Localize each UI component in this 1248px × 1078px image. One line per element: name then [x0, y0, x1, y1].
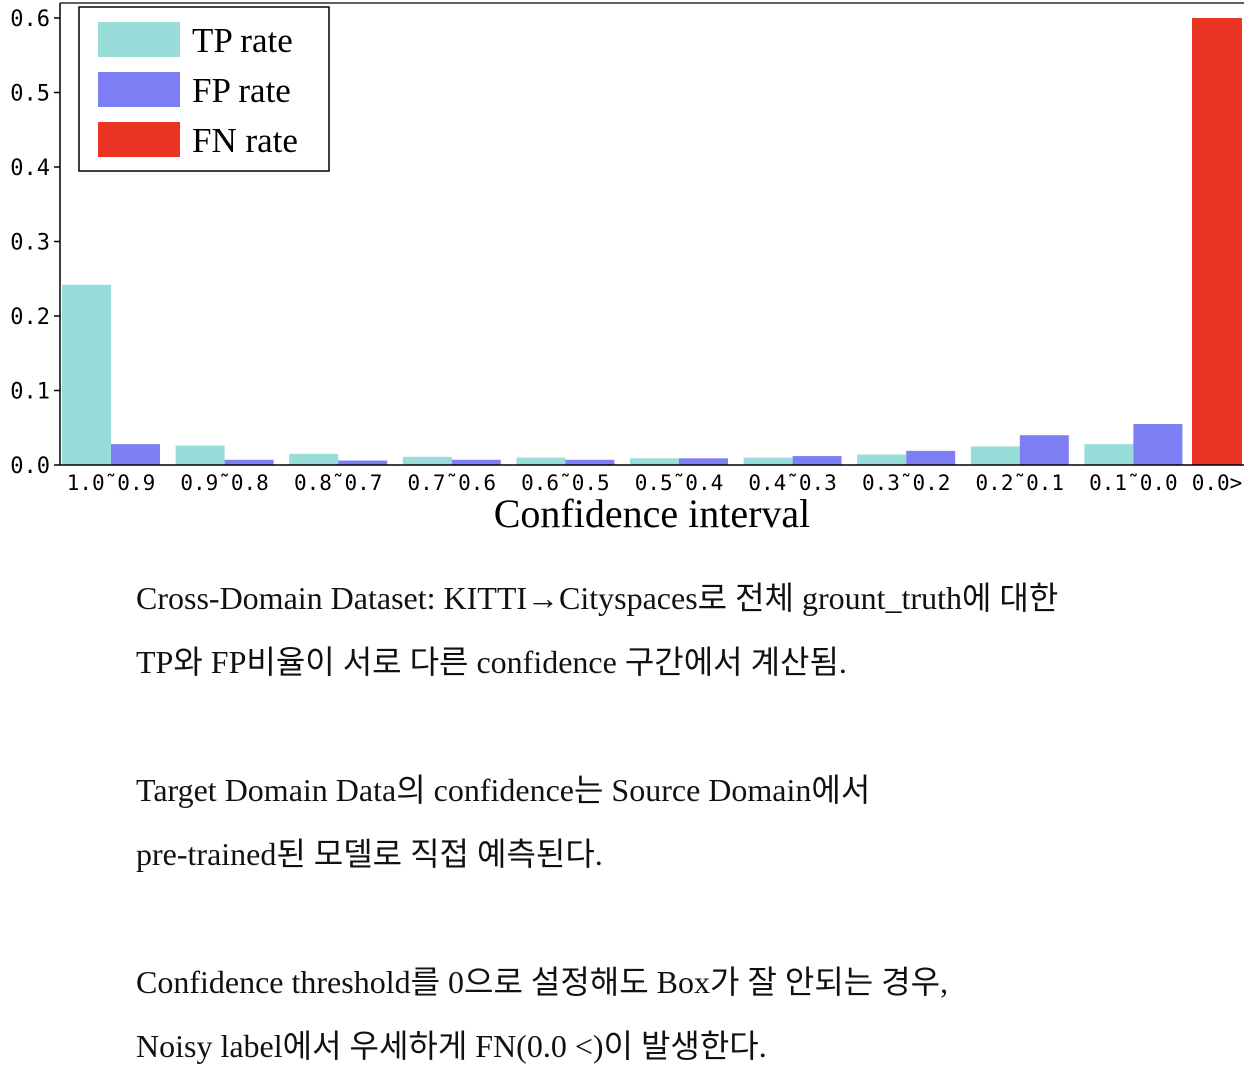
- x-tick-label: 0.9˜0.8: [180, 471, 269, 495]
- y-tick-label: 0.5: [10, 82, 50, 107]
- note-line: TP와 FP비율이 서로 다른 confidence 구간에서 계산됨.: [136, 644, 847, 680]
- x-tick-label: 0.2˜0.1: [976, 471, 1065, 495]
- y-tick-label: 0.2: [10, 305, 50, 330]
- x-axis-label: Confidence interval: [494, 491, 811, 536]
- bar-tp-rate: [630, 458, 679, 465]
- x-axis: 1.0˜0.9 0.9˜0.8 0.8˜0.7 0.7˜0.6 0.6˜0.5 0.5˜0…: [60, 464, 1244, 495]
- y-tick-label: 0.3: [10, 231, 50, 256]
- bar-fp-rate: [224, 459, 274, 465]
- bar-chart: 0.0 0.1 0.2 0.3 0.4 0.5 0.6 1.0˜0.9 0.9˜0.8 0.8˜…: [10, 2, 1244, 536]
- bar-fp-rate: [1019, 435, 1069, 465]
- bar-tp-rate: [970, 446, 1020, 465]
- bar-tp-rate: [1084, 444, 1134, 465]
- x-tick-label: 0.8˜0.7: [294, 471, 383, 495]
- bar-tp-rate: [857, 454, 907, 465]
- legend-swatch: [98, 22, 180, 57]
- x-tick-label: 0.5˜0.4: [635, 471, 724, 495]
- x-tick-label: 0.7˜0.6: [408, 471, 497, 495]
- x-tick-label: 0.0>: [1192, 471, 1243, 495]
- note-line: Confidence threshold를 0으로 설정해도 Box가 잘 안되…: [136, 964, 949, 1000]
- bar-fn-rate: [1192, 18, 1242, 465]
- bar-fp-rate: [451, 459, 501, 465]
- legend-label: FP rate: [192, 71, 291, 110]
- bar-fp-rate: [792, 456, 842, 465]
- bar-tp-rate: [62, 284, 111, 465]
- bar-tp-rate: [289, 453, 339, 465]
- note-line: pre-trained된 모델로 직접 예측된다.: [136, 836, 603, 872]
- legend-swatch: [98, 122, 180, 157]
- x-tick-label: 1.0˜0.9: [67, 471, 156, 495]
- note-line: Cross-Domain Dataset: KITTI→Cityspaces로 …: [136, 580, 1059, 616]
- note-line: Noisy label에서 우세하게 FN(0.0 <)이 발생한다.: [136, 1028, 767, 1064]
- x-tick-label: 0.1˜0.0: [1089, 471, 1178, 495]
- x-tick-label: 0.3˜0.2: [862, 471, 951, 495]
- legend: TP rate FP rate FN rate: [78, 6, 330, 172]
- bar-tp-rate: [743, 457, 793, 465]
- bar-fp-rate: [1133, 424, 1183, 465]
- bar-fp-rate: [565, 459, 615, 465]
- legend-label: TP rate: [192, 21, 293, 60]
- bar-fp-rate: [111, 444, 160, 465]
- bar-fp-rate: [906, 450, 956, 465]
- legend-swatch: [98, 72, 180, 107]
- bars: [62, 18, 1242, 465]
- note-line: Target Domain Data의 confidence는 Source D…: [136, 772, 871, 808]
- y-tick-label: 0.6: [10, 7, 50, 32]
- notes: Cross-Domain Dataset: KITTI→Cityspaces로 …: [136, 566, 1226, 1078]
- bar-tp-rate: [516, 457, 566, 465]
- y-tick-label: 0.1: [10, 380, 50, 405]
- bar-fp-rate: [338, 460, 388, 465]
- bar-tp-rate: [175, 445, 225, 465]
- bar-fp-rate: [679, 458, 728, 465]
- y-tick-label: 0.0: [10, 454, 50, 479]
- y-axis: 0.0 0.1 0.2 0.3 0.4 0.5 0.6: [10, 2, 1244, 479]
- bar-tp-rate: [402, 456, 452, 465]
- x-tick-label: 0.4˜0.3: [748, 471, 837, 495]
- x-tick-label: 0.6˜0.5: [521, 471, 610, 495]
- y-tick-label: 0.4: [10, 156, 50, 181]
- legend-label: FN rate: [192, 121, 298, 160]
